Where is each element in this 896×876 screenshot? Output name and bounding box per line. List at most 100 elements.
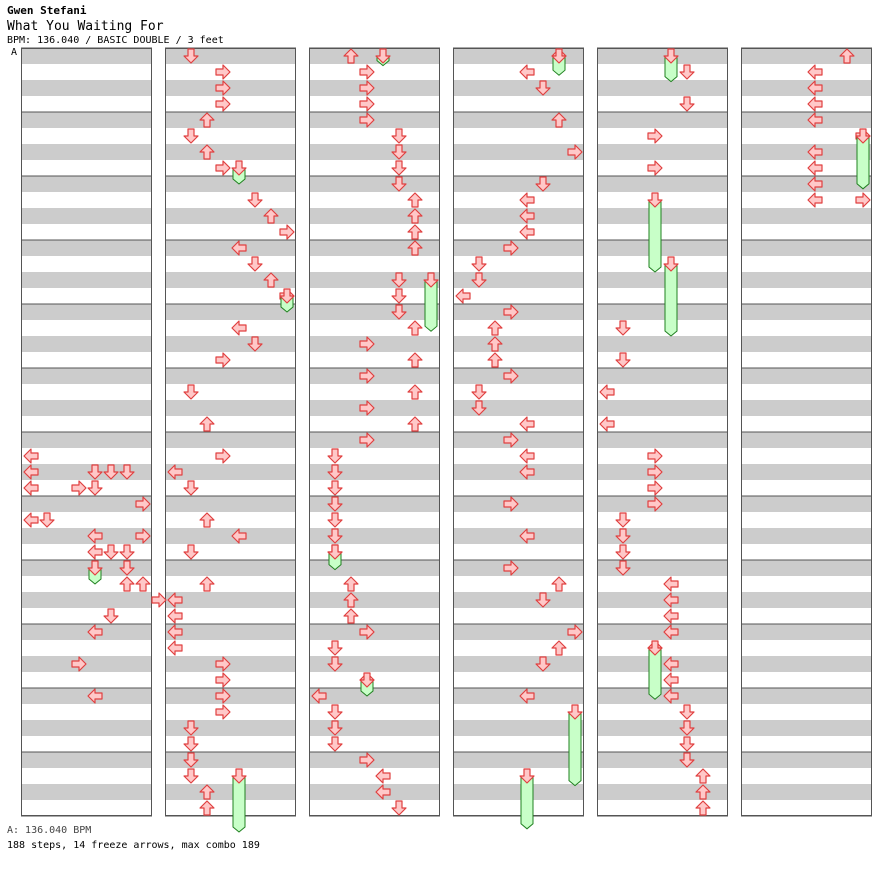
down-arrow — [855, 128, 871, 144]
left-arrow — [23, 512, 39, 528]
beat-stripe — [597, 176, 728, 192]
freeze-arrow — [424, 279, 438, 332]
arrow-shape — [87, 624, 103, 640]
arrow-shape — [615, 544, 631, 560]
arrow-shape — [23, 448, 39, 464]
arrow-shape — [23, 464, 39, 480]
arrow-shape — [679, 736, 695, 752]
up-arrow — [551, 576, 567, 592]
right-arrow — [503, 432, 519, 448]
up-arrow — [695, 768, 711, 784]
up-arrow — [199, 416, 215, 432]
arrow-shape — [487, 352, 503, 368]
arrow-shape — [327, 656, 343, 672]
beat-stripe — [309, 272, 440, 288]
down-arrow — [471, 256, 487, 272]
down-arrow — [615, 320, 631, 336]
left-arrow — [519, 64, 535, 80]
arrow-shape — [103, 544, 119, 560]
down-arrow — [647, 640, 663, 656]
right-arrow — [647, 480, 663, 496]
right-arrow — [71, 480, 87, 496]
up-arrow — [407, 384, 423, 400]
arrow-shape — [359, 400, 375, 416]
left-arrow — [663, 576, 679, 592]
beat-stripe — [309, 592, 440, 608]
freeze-body — [232, 775, 246, 833]
arrow-shape — [647, 192, 663, 208]
beat-stripe — [741, 720, 872, 736]
left-arrow — [87, 544, 103, 560]
freeze-arrow — [856, 135, 870, 190]
arrow-shape — [87, 560, 103, 576]
beat-stripe — [165, 432, 296, 448]
down-arrow — [183, 48, 199, 64]
left-arrow — [599, 416, 615, 432]
arrow-shape — [695, 800, 711, 816]
right-arrow — [647, 448, 663, 464]
arrow-shape — [247, 256, 263, 272]
beat-stripe — [165, 208, 296, 224]
beat-stripe — [21, 48, 152, 64]
freeze-body — [424, 279, 438, 332]
down-arrow — [535, 592, 551, 608]
beat-stripe — [741, 48, 872, 64]
arrow-shape — [183, 48, 199, 64]
beat-stripe — [597, 368, 728, 384]
arrow-shape — [343, 592, 359, 608]
arrow-shape — [327, 528, 343, 544]
down-arrow — [183, 384, 199, 400]
beat-stripe — [453, 752, 584, 768]
left-arrow — [519, 416, 535, 432]
arrow-shape — [551, 640, 567, 656]
left-arrow — [807, 176, 823, 192]
beat-stripe — [741, 304, 872, 320]
beat-stripe — [165, 112, 296, 128]
arrow-shape — [359, 672, 375, 688]
arrow-shape — [807, 144, 823, 160]
beat-stripe — [453, 784, 584, 800]
arrow-shape — [423, 272, 439, 288]
arrow-shape — [567, 144, 583, 160]
arrow-shape — [167, 624, 183, 640]
right-arrow — [567, 144, 583, 160]
arrow-shape — [119, 544, 135, 560]
up-arrow — [487, 320, 503, 336]
arrow-shape — [663, 672, 679, 688]
arrow-shape — [183, 736, 199, 752]
beat-stripe — [165, 496, 296, 512]
arrow-shape — [615, 512, 631, 528]
down-arrow — [471, 400, 487, 416]
arrow-shape — [215, 352, 231, 368]
arrow-shape — [519, 192, 535, 208]
arrow-shape — [503, 304, 519, 320]
arrow-shape — [679, 64, 695, 80]
arrow-shape — [551, 112, 567, 128]
left-arrow — [87, 528, 103, 544]
left-arrow — [663, 656, 679, 672]
right-arrow — [215, 160, 231, 176]
right-arrow — [215, 448, 231, 464]
down-arrow — [375, 48, 391, 64]
arrow-shape — [215, 688, 231, 704]
arrow-shape — [359, 752, 375, 768]
beat-stripe — [309, 688, 440, 704]
arrow-shape — [807, 80, 823, 96]
arrow-shape — [615, 528, 631, 544]
up-arrow — [487, 352, 503, 368]
arrow-shape — [519, 64, 535, 80]
arrow-shape — [471, 384, 487, 400]
beat-stripe — [741, 240, 872, 256]
left-arrow — [23, 480, 39, 496]
beat-stripe — [165, 48, 296, 64]
arrow-shape — [407, 240, 423, 256]
beat-stripe — [741, 624, 872, 640]
left-arrow — [167, 640, 183, 656]
arrow-shape — [615, 560, 631, 576]
down-arrow — [119, 560, 135, 576]
arrow-shape — [695, 784, 711, 800]
arrow-shape — [679, 96, 695, 112]
beat-stripe — [453, 208, 584, 224]
beat-stripe — [309, 208, 440, 224]
up-arrow — [551, 112, 567, 128]
